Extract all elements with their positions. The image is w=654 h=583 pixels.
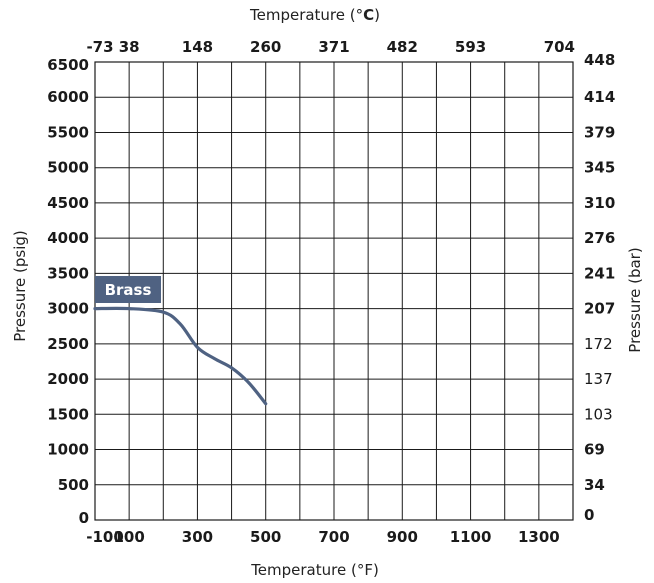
top-axis-ticks: -73 38 148 260 371 482 593 704 <box>86 38 575 56</box>
right-tick-label: 207 <box>584 300 615 318</box>
top-tick-label: 38 <box>119 38 140 56</box>
left-tick-label: 6000 <box>47 88 89 106</box>
top-tick-label: 148 <box>182 38 213 56</box>
legend-label-brass: Brass <box>105 281 152 299</box>
right-tick-label: 276 <box>584 229 615 247</box>
top-tick-label: 260 <box>250 38 281 56</box>
left-tick-label: 1000 <box>47 441 89 459</box>
right-tick-label: 69 <box>584 441 605 459</box>
left-tick-label: 6500 <box>47 56 89 74</box>
left-tick-label: 5000 <box>47 159 89 177</box>
bottom-tick-label: 500 <box>250 528 281 546</box>
left-tick-label: 4500 <box>47 194 89 212</box>
grid <box>95 62 573 520</box>
right-tick-label: 448 <box>584 51 615 69</box>
series-line-brass <box>93 306 268 406</box>
left-tick-label: 0 <box>79 509 89 527</box>
left-tick-label: 5500 <box>47 123 89 141</box>
top-tick-label: 704 <box>544 38 575 56</box>
right-tick-label: 345 <box>584 159 615 177</box>
left-tick-label: 3000 <box>47 300 89 318</box>
bottom-tick-label: 1300 <box>518 528 560 546</box>
left-tick-label: 1500 <box>47 405 89 423</box>
right-tick-label: 310 <box>584 194 615 212</box>
top-tick-label: 482 <box>387 38 418 56</box>
right-tick-label: 414 <box>584 88 615 106</box>
top-tick-label: -73 <box>86 38 113 56</box>
bottom-tick-label: 100 <box>113 528 144 546</box>
left-tick-label: 3500 <box>47 264 89 282</box>
right-axis-title: Pressure (bar) <box>626 247 644 352</box>
right-axis-ticks: 448 414 379 345 310 276 241 207 172 137 103 69 34 0 <box>584 51 615 524</box>
right-tick-label: 172 <box>584 335 613 353</box>
top-axis-title-suffix: ) <box>374 6 380 24</box>
bottom-tick-label: 1100 <box>450 528 492 546</box>
left-tick-label: 2500 <box>47 335 89 353</box>
left-axis-ticks: 6500600055005000450040003500300025002000… <box>47 56 89 527</box>
bottom-tick-label: 300 <box>182 528 213 546</box>
legend-swatch-brass <box>95 276 161 303</box>
series-group <box>93 306 268 406</box>
left-tick-label: 500 <box>58 476 89 494</box>
bottom-tick-label: 700 <box>318 528 349 546</box>
top-axis-title-prefix: Temperature (° <box>249 6 363 24</box>
bottom-tick-label: -100 <box>86 528 124 546</box>
top-tick-label: 593 <box>455 38 486 56</box>
bottom-axis-title: Temperature (°F) <box>250 561 379 579</box>
legend: Brass <box>95 276 161 303</box>
top-axis-title: Temperature (°C) <box>249 6 380 24</box>
top-tick-label: 371 <box>318 38 349 56</box>
left-axis-title: Pressure (psig) <box>11 230 29 342</box>
right-tick-label: 103 <box>584 405 613 423</box>
left-tick-label: 2000 <box>47 370 89 388</box>
right-tick-label: 379 <box>584 123 615 141</box>
right-tick-label: 241 <box>584 264 615 282</box>
right-tick-label: 0 <box>584 506 594 524</box>
right-tick-label: 34 <box>584 476 605 494</box>
right-tick-label: 137 <box>584 370 613 388</box>
bottom-tick-label: 900 <box>387 528 418 546</box>
top-axis-title-unit: C <box>363 6 374 24</box>
left-tick-label: 4000 <box>47 229 89 247</box>
